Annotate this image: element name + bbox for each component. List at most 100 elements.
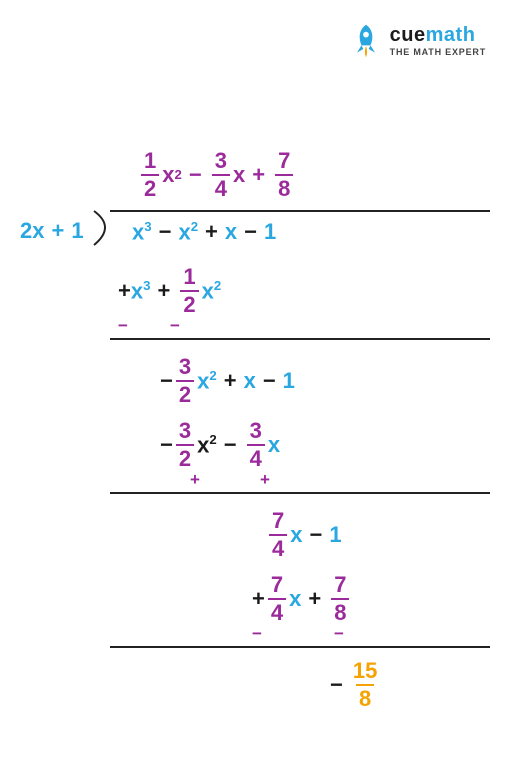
frac-num: 7 xyxy=(331,574,349,598)
var: x xyxy=(244,370,256,392)
frac: 7 8 xyxy=(331,574,349,624)
subtract-sign: + xyxy=(260,470,270,490)
frac-den: 8 xyxy=(331,598,349,624)
var: x xyxy=(268,434,280,456)
sign: − xyxy=(330,674,343,696)
exp: 2 xyxy=(175,168,182,181)
long-division: 1 2 x2 − 3 4 x + 7 8 2x + 1 x3 − x2 + xyxy=(30,150,490,710)
op: + xyxy=(224,370,237,392)
step1-signs: − − xyxy=(118,316,490,336)
quotient-term3-frac: 7 8 xyxy=(275,150,293,200)
var: x xyxy=(132,219,144,244)
const: 1 xyxy=(283,370,295,392)
subtract-sign: − xyxy=(334,624,344,644)
frac: 3 2 xyxy=(176,356,194,406)
op: + xyxy=(308,588,321,610)
frac-den: 8 xyxy=(275,174,293,200)
var: x xyxy=(225,221,237,243)
op: + xyxy=(205,221,218,243)
frac-num: 7 xyxy=(269,510,287,534)
frac-den: 2 xyxy=(141,174,159,200)
subtract-sign: + xyxy=(190,470,200,490)
logo-title: cuemath xyxy=(390,24,486,47)
frac-num: 7 xyxy=(275,150,293,174)
var: x xyxy=(162,164,174,186)
divisor: 2x + 1 xyxy=(20,220,84,242)
step3-remainder: 7 4 x − 1 xyxy=(266,510,490,560)
bracket-curve xyxy=(92,209,122,249)
var: x xyxy=(202,279,214,304)
const: 1 xyxy=(329,524,341,546)
var: x xyxy=(197,433,209,458)
frac: 3 2 xyxy=(176,420,194,470)
frac-num: 1 xyxy=(141,150,159,174)
var: x xyxy=(131,279,143,304)
exp: 3 xyxy=(143,278,150,293)
op: − xyxy=(310,524,323,546)
op: + xyxy=(252,164,265,186)
dividend: x3 − x2 + x − 1 xyxy=(132,220,276,243)
logo-cu: cue xyxy=(390,24,426,46)
sign: − xyxy=(160,434,173,456)
frac: 7 4 xyxy=(268,574,286,624)
frac: 3 4 xyxy=(247,420,265,470)
exp: 3 xyxy=(144,219,151,234)
frac-den: 4 xyxy=(268,598,286,624)
op: − xyxy=(189,164,202,186)
const: 1 xyxy=(264,221,276,243)
frac-den: 4 xyxy=(269,534,287,560)
step2-product: − 3 2 x2 − 3 4 x xyxy=(160,420,490,470)
step1-product: + x3 + 1 2 x2 xyxy=(118,266,490,316)
frac-den: 2 xyxy=(176,444,194,470)
quotient-term1-frac: 1 2 xyxy=(141,150,159,200)
frac-den: 2 xyxy=(180,290,198,316)
exp: 2 xyxy=(191,219,198,234)
sign: − xyxy=(160,370,173,392)
logo-math: math xyxy=(426,24,476,46)
frac-num: 3 xyxy=(176,420,194,444)
const: 1 xyxy=(71,220,83,242)
step3-product: + 7 4 x + 7 8 xyxy=(252,574,490,624)
frac-num: 1 xyxy=(180,266,198,290)
step2-remainder: − 3 2 x2 + x − 1 xyxy=(160,356,490,406)
subtract-sign: − xyxy=(118,316,128,336)
frac-num: 7 xyxy=(268,574,286,598)
frac-num: 15 xyxy=(350,660,380,684)
sign: + xyxy=(118,280,131,302)
var: x xyxy=(289,588,301,610)
var: x xyxy=(32,220,44,242)
op: − xyxy=(244,221,257,243)
frac-den: 4 xyxy=(212,174,230,200)
quotient-term2-frac: 3 4 xyxy=(212,150,230,200)
logo-subtitle: THE MATH EXPERT xyxy=(390,47,486,57)
division-bracket: 2x + 1 x3 − x2 + x − 1 xyxy=(30,210,490,212)
op: − xyxy=(263,370,276,392)
frac-den: 4 xyxy=(247,444,265,470)
exp: 2 xyxy=(209,432,216,447)
rocket-icon xyxy=(348,22,384,58)
exp: 2 xyxy=(214,278,221,293)
subtract-sign: − xyxy=(252,624,262,644)
frac: 1 2 xyxy=(180,266,198,316)
step3-signs: − − xyxy=(252,624,490,644)
var: x xyxy=(290,524,302,546)
subtract-sign: − xyxy=(170,316,180,336)
sign: + xyxy=(252,588,265,610)
frac-num: 3 xyxy=(247,420,265,444)
frac: 15 8 xyxy=(350,660,380,710)
frac-den: 2 xyxy=(176,380,194,406)
var: x xyxy=(233,164,245,186)
op: − xyxy=(159,221,172,243)
final-remainder: − 15 8 xyxy=(326,660,490,710)
var: x xyxy=(197,369,209,394)
frac: 7 4 xyxy=(269,510,287,560)
quotient: 1 2 x2 − 3 4 x + 7 8 xyxy=(138,150,490,200)
exp: 2 xyxy=(209,368,216,383)
op: − xyxy=(224,434,237,456)
frac-den: 8 xyxy=(356,684,374,710)
step2-signs: + + xyxy=(190,470,490,490)
logo-text: cuemath THE MATH EXPERT xyxy=(390,24,486,57)
coef: 2 xyxy=(20,220,32,242)
op: + xyxy=(52,220,65,242)
frac-num: 3 xyxy=(176,356,194,380)
